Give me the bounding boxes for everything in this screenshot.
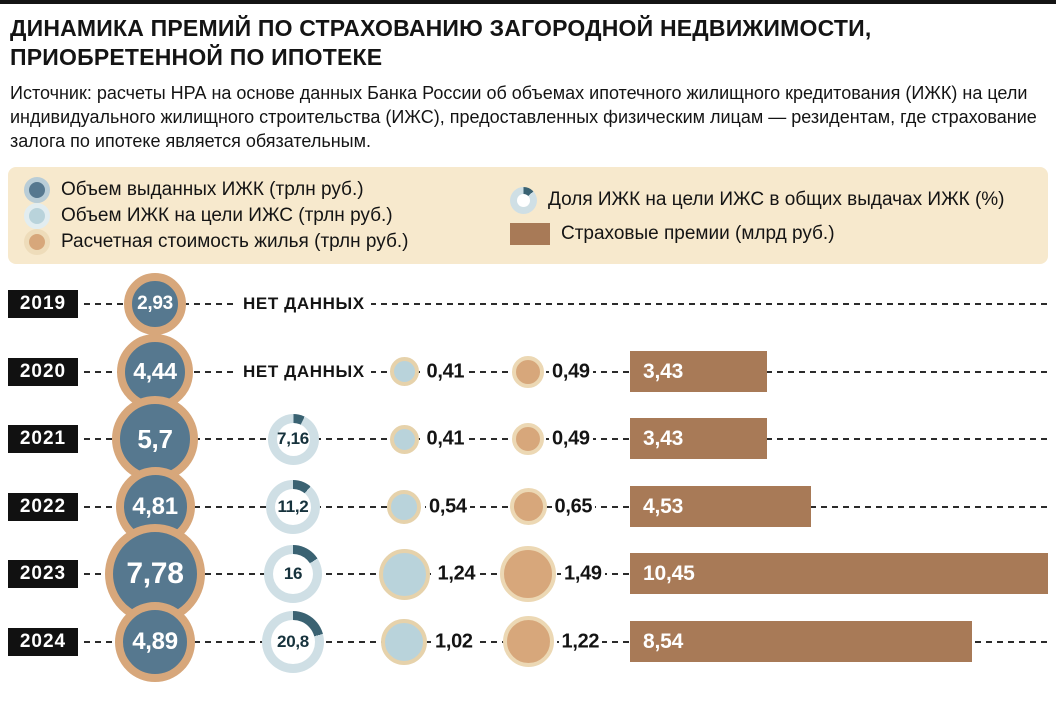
legend-label: Объем ИЖК на цели ИЖС (трлн руб.) [61,205,393,227]
housing-cost-circle [512,423,544,456]
issued-volume-circle: 4,89 [115,601,195,682]
legend: Объем выданных ИЖК (трлн руб.) Объем ИЖК … [8,167,1048,265]
housing-swatch-icon [24,229,50,256]
izhs-volume-value: 0,54 [426,494,470,520]
izhs-volume-value: 1,24 [434,561,479,587]
legend-item-izhs: Объем ИЖК на цели ИЖС (трлн руб.) [24,203,510,230]
year-label-2019: 2019 [8,290,78,319]
housing-cost-circle [509,488,547,526]
premiums-bar: 3,43 [630,418,767,460]
dashed-gridline [84,303,1048,306]
year-row-2024: 2024 4,89 20,8 1,02 1,22 8,54 [8,601,1048,682]
year-label-2022: 2022 [8,492,78,521]
share-donut: 20,8 [262,610,324,673]
share-donut: 7,16 [267,413,319,465]
no-data-label: НЕТ ДАННЫХ [237,292,371,317]
izhs-volume-circle [387,489,421,524]
year-row-2023: 2023 7,78 16 1,24 1,49 10,45 [8,524,1048,625]
legend-item-premiums: Страховые премии (млрд руб.) [510,222,1032,245]
housing-cost-value: 0,49 [549,426,593,452]
premiums-bar: 10,45 [630,553,1048,595]
share-donut: 16 [264,545,322,604]
housing-cost-value: 1,49 [561,561,605,587]
legend-label: Расчетная стоимость жилья (трлн руб.) [61,231,409,253]
izhs-volume-value: 1,02 [432,629,476,655]
share-value: 11,2 [275,488,311,525]
year-row-2020: 2020 4,44 НЕТ ДАННЫХ 0,41 0,49 3,43 [8,333,1048,410]
legend-column-left: Объем выданных ИЖК (трлн руб.) Объем ИЖК … [24,177,510,256]
izhs-volume-value: 0,41 [423,426,468,452]
legend-column-right: Доля ИЖК на цели ИЖС в общих выдачах ИЖК… [510,177,1032,254]
issued-swatch-icon [24,177,50,204]
year-label-2020: 2020 [8,357,78,386]
housing-cost-value: 0,49 [549,359,593,385]
premiums-bar: 4,53 [630,485,811,527]
year-row-2021: 2021 5,7 7,16 0,41 0,49 3,43 [8,396,1048,483]
share-value: 7,16 [276,422,310,456]
legend-label: Страховые премии (млрд руб.) [561,222,835,244]
share-value: 16 [273,554,313,595]
izhs-volume-circle [381,618,427,665]
legend-label: Доля ИЖК на цели ИЖС в общих выдачах ИЖК… [548,189,1005,211]
page-title: ДИНАМИКА ПРЕМИЙ ПО СТРАХОВАНИЮ ЗАГОРОДНО… [10,15,872,70]
premiums-bar: 3,43 [630,350,767,392]
issued-volume-circle: 2,93 [124,273,186,336]
legend-item-issued: Объем выданных ИЖК (трлн руб.) [24,177,510,204]
share-donut-icon [510,186,537,214]
housing-cost-value: 1,22 [558,629,603,655]
donut-hole [517,193,530,207]
year-label-2024: 2024 [8,627,78,656]
izhs-volume-circle [389,424,419,454]
year-row-2019: 2019 2,93 НЕТ ДАННЫХ [8,270,1048,338]
premiums-swatch-icon [510,222,550,245]
izhs-volume-circle [378,548,430,600]
housing-cost-value: 0,65 [551,494,596,520]
housing-cost-circle [500,546,556,603]
no-data-label: НЕТ ДАННЫХ [237,359,371,384]
legend-label: Объем выданных ИЖК (трлн руб.) [61,179,364,201]
year-row-2022: 2022 4,81 11,2 0,54 0,65 4,53 [8,467,1048,547]
share-value: 20,8 [271,619,315,664]
izhs-swatch-icon [24,203,50,230]
source-note: Источник: расчеты НРА на основе данных Б… [10,82,1037,152]
izhs-volume-value: 0,41 [423,359,468,385]
legend-item-housing: Расчетная стоимость жилья (трлн руб.) [24,229,510,256]
housing-cost-circle [512,355,544,388]
year-label-2023: 2023 [8,560,78,589]
legend-item-share: Доля ИЖК на цели ИЖС в общих выдачах ИЖК… [510,186,1032,214]
year-label-2021: 2021 [8,425,78,454]
izhs-volume-circle [389,357,419,387]
chart-area: 2019 2,93 НЕТ ДАННЫХ 2020 4,44 НЕТ ДАННЫХ 0,41… [8,270,1048,690]
premiums-bar: 8,54 [630,620,972,662]
housing-cost-circle [502,616,554,668]
share-donut: 11,2 [266,479,320,534]
